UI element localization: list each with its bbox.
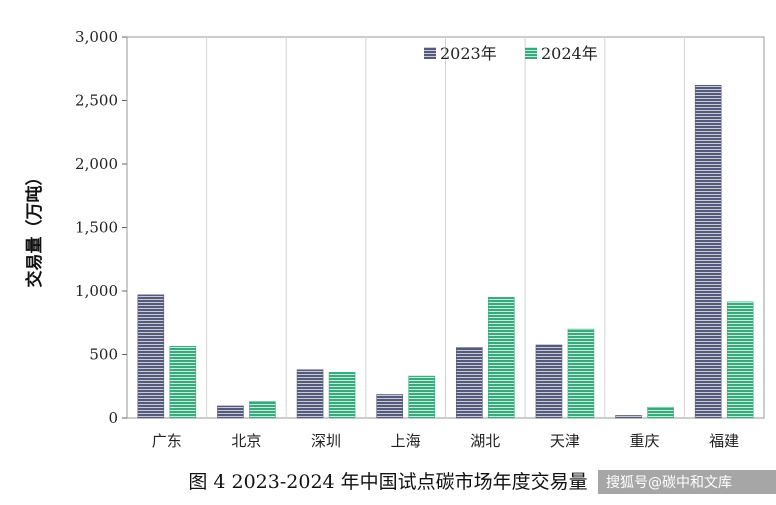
- x-tick-label: 广东: [152, 432, 182, 450]
- y-tick-label: 0: [108, 409, 118, 427]
- bar-2023: [376, 394, 403, 419]
- legend-swatch-2024: [525, 47, 537, 59]
- bar-2023: [456, 347, 483, 419]
- bar-2024: [249, 401, 276, 419]
- figure-caption: 图 4 2023-2024 年中国试点碳市场年度交易量: [188, 471, 587, 493]
- x-tick-label: 天津: [550, 432, 580, 450]
- bar-2024: [647, 406, 674, 419]
- bar-2023: [137, 294, 165, 419]
- x-tick-label: 深圳: [311, 432, 341, 450]
- bar-2024: [408, 375, 435, 419]
- bar-2024: [488, 297, 515, 419]
- y-tick-label: 2,500: [75, 92, 118, 110]
- x-tick-label: 福建: [709, 432, 739, 450]
- legend-swatch-2023: [424, 47, 436, 59]
- y-tick-label: 500: [89, 346, 118, 364]
- bar-2023: [217, 405, 244, 419]
- x-tick-label: 北京: [231, 432, 261, 450]
- bar-2023: [535, 344, 563, 419]
- bar-2023: [615, 415, 642, 419]
- y-tick-label: 1,500: [75, 219, 118, 237]
- y-tick-label: 2,000: [75, 155, 118, 173]
- bar-2024: [328, 371, 356, 419]
- y-tick-label: 3,000: [75, 28, 118, 46]
- y-axis-label: 交易量（万吨）: [24, 169, 45, 288]
- x-tick-label: 重庆: [630, 432, 660, 450]
- legend: 2023年 2024年: [424, 44, 598, 63]
- bar-2024: [567, 328, 595, 419]
- legend-label-2023: 2023年: [440, 44, 497, 63]
- watermark-background: [598, 470, 776, 494]
- bar-2023: [296, 369, 324, 419]
- y-tick-label: 1,000: [75, 282, 118, 300]
- x-tick-label: 上海: [391, 432, 421, 450]
- bar-2024: [726, 301, 754, 419]
- bar-2024: [169, 345, 197, 419]
- x-tick-label: 湖北: [470, 432, 500, 450]
- watermark-text: 搜狐号@碳中和文库: [606, 475, 732, 491]
- legend-label-2024: 2024年: [541, 44, 598, 63]
- bar-2023: [694, 84, 722, 419]
